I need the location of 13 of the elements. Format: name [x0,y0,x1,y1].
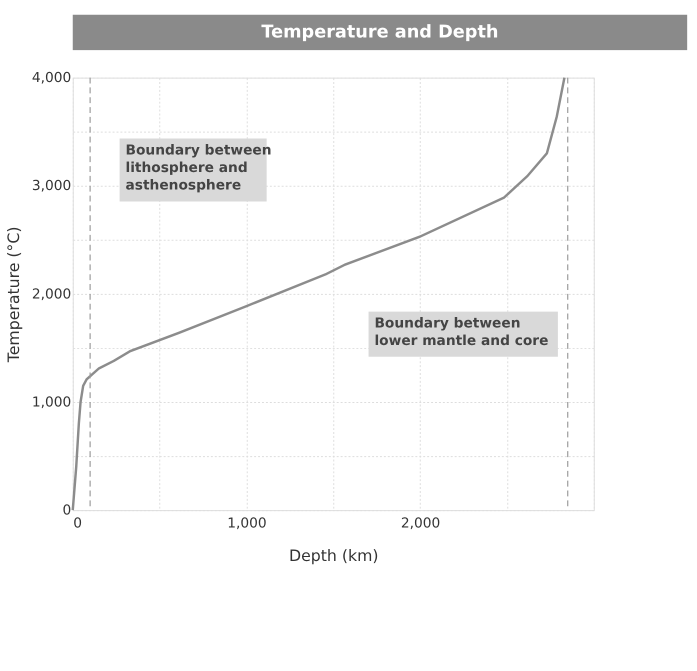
y-tick-label: 0 [62,502,72,519]
ref-line-label: Boundary between lower mantle and core [374,315,548,349]
chart-title: Temperature and Depth [261,22,499,42]
y-tick-label: 3,000 [32,178,72,194]
y-tick-label: 4,000 [32,70,72,86]
x-tick-label: 2,000 [400,515,440,532]
ref-line-label: Boundary between lithosphere and asthenosphere [126,142,272,194]
x-axis-title: Depth (km) [288,546,379,565]
y-tick-label: 2,000 [32,286,72,302]
y-tick-label: 1,000 [32,394,72,410]
x-tick-label: 0 [73,515,82,532]
x-tick-label: 1,000 [227,515,267,532]
y-axis-title: Temperature (°C) [4,226,24,364]
